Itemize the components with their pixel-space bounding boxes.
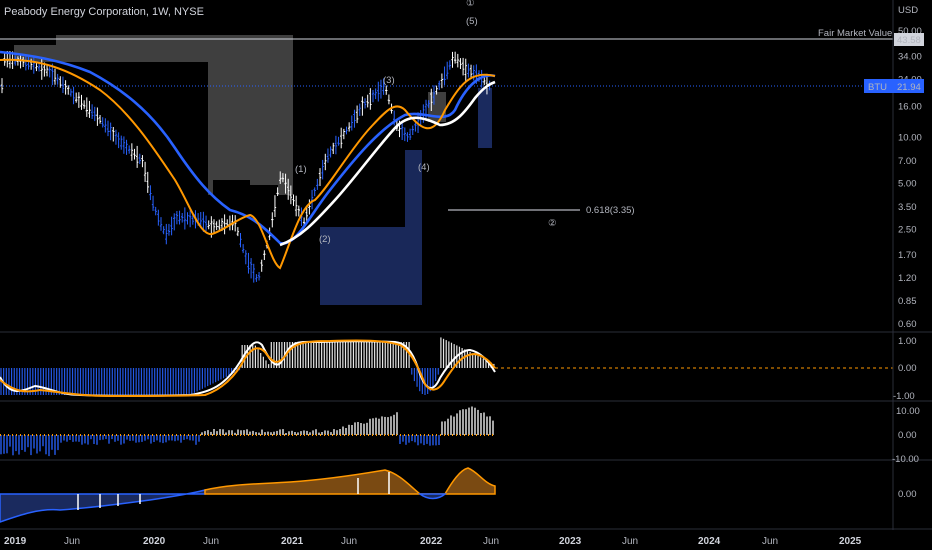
wave-label-3: (3) — [383, 75, 395, 86]
last-price-ticker: BTU — [868, 82, 887, 93]
time-axis-label: 2024 — [698, 536, 721, 547]
price-axis-label: 3.50 — [898, 202, 917, 213]
time-axis-label: Jun — [64, 536, 80, 547]
elliott-zones — [14, 35, 492, 305]
osc1-orange-line — [0, 339, 496, 398]
fib-label: 0.618(3.35) — [586, 205, 635, 216]
osc2-label-top: 10.00 — [896, 406, 920, 417]
price-axis: USD 50.0034.0024.0016.0010.007.005.003.5… — [898, 5, 922, 330]
time-axis: 2019 Jun 2020 Jun 2021 Jun 2022 Jun 2023 Jun 2024 J… — [4, 536, 862, 547]
osc1-label-top: 1.00 — [898, 336, 917, 347]
price-axis-label: 7.00 — [898, 156, 917, 167]
price-axis-label: 16.00 — [898, 102, 922, 113]
time-axis-label: 2020 — [143, 536, 166, 547]
price-axis-label: 5.00 — [898, 179, 917, 190]
osc3-orange-area — [204, 467, 496, 495]
price-axis-label: 0.85 — [898, 296, 917, 307]
time-axis-label: Jun — [341, 536, 357, 547]
fair-value-tag-text: 43.58 — [897, 35, 921, 46]
osc3-label: 0.00 — [898, 489, 917, 500]
wave-label-2: (2) — [319, 234, 331, 245]
osc3-blue-dip — [417, 493, 448, 500]
wave-label-circle1: ① — [466, 0, 475, 9]
time-axis-label: 2025 — [839, 536, 862, 547]
time-axis-label: 2019 — [4, 536, 27, 547]
osc3-blue-area — [0, 489, 206, 523]
time-axis-label: 2022 — [420, 536, 443, 547]
time-axis-label: Jun — [622, 536, 638, 547]
price-axis-label: 10.00 — [898, 133, 922, 144]
wave-label-5: (5) — [466, 16, 478, 27]
time-axis-label: Jun — [762, 536, 778, 547]
osc1-label-bot: -1.00 — [893, 391, 915, 402]
wave-label-1: (1) — [295, 164, 307, 175]
time-axis-label: 2021 — [281, 536, 304, 547]
price-axis-label: 1.70 — [898, 250, 917, 261]
osc1-label-mid: 0.00 — [898, 363, 917, 374]
osc1-histogram — [0, 337, 495, 395]
price-axis-label: 1.20 — [898, 273, 917, 284]
osc2-label-bot: -10.00 — [892, 454, 919, 465]
price-axis-label: 50.00 — [898, 26, 922, 37]
time-axis-label: 2023 — [559, 536, 582, 547]
blue-ma-line — [0, 50, 496, 245]
time-axis-label: Jun — [203, 536, 219, 547]
orange-ma-line — [0, 58, 496, 270]
time-axis-label: Jun — [483, 536, 499, 547]
osc3-spikes — [77, 472, 390, 510]
osc1-white-line — [0, 340, 496, 397]
fair-value-tag — [894, 33, 924, 46]
chart-title: Peabody Energy Corporation, 1W, NYSE — [4, 6, 204, 18]
grey-zone-small — [428, 92, 446, 122]
last-price-tag-value — [894, 79, 924, 93]
price-axis-label: 0.60 — [898, 319, 917, 330]
navy-zone-small — [478, 88, 492, 148]
last-price-tag — [864, 79, 894, 93]
grey-zone — [14, 35, 293, 195]
currency-label: USD — [898, 5, 918, 16]
navy-zone — [320, 150, 422, 305]
price-axis-label: 2.50 — [898, 225, 917, 236]
wave-label-4: (4) — [418, 162, 430, 173]
fib-wave-label: ② — [548, 218, 557, 229]
osc2-histogram — [0, 406, 494, 457]
last-price-value: 21.94 — [897, 82, 921, 93]
price-axis-label: 34.00 — [898, 52, 922, 63]
osc2-label-mid: 0.00 — [898, 430, 917, 441]
fair-value-label: Fair Market Value — [818, 28, 892, 39]
white-ma-line — [279, 80, 496, 247]
